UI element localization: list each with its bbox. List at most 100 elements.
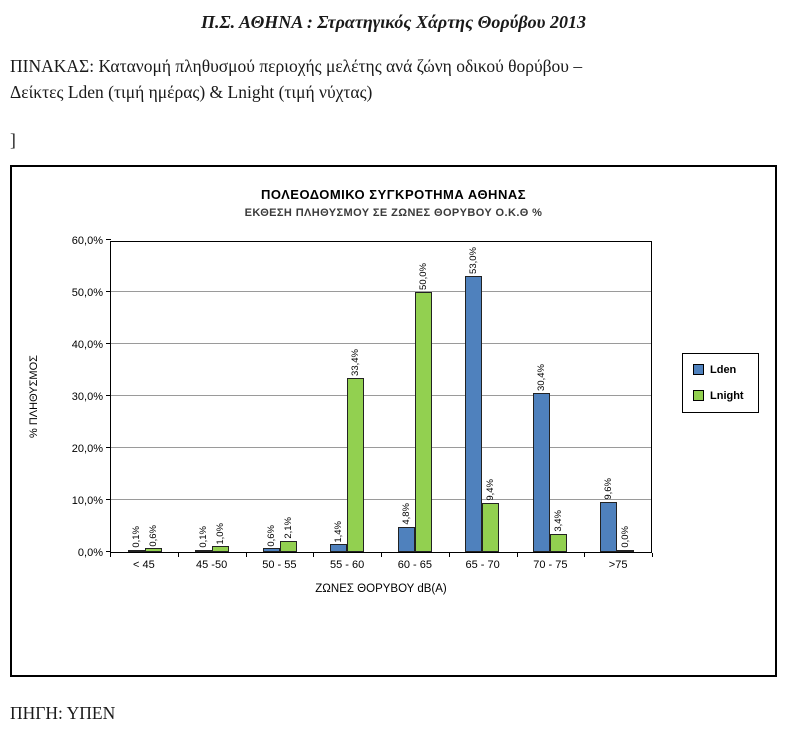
legend-item-lnight: Lnight bbox=[693, 390, 744, 402]
x-tick-label: 65 - 70 bbox=[465, 558, 500, 571]
bar-wrap: 33,4% bbox=[347, 242, 365, 552]
y-tick-label: 30,0% bbox=[71, 390, 103, 403]
bar-wrap: 1,4% bbox=[330, 242, 348, 552]
bar-lnight-7 bbox=[617, 549, 635, 552]
bar-group-3: 1,4% 33,4% bbox=[314, 242, 382, 552]
bar-lnight-1 bbox=[212, 546, 230, 552]
bar-wrap: 50,0% bbox=[414, 242, 432, 552]
legend-column: Lden Lnight bbox=[682, 241, 759, 595]
bar-value-label: 3,4% bbox=[552, 510, 564, 532]
paragraph-line-1: ΠΙΝΑΚΑΣ: Κατανομή πληθυσμού περιοχής μελ… bbox=[10, 56, 583, 76]
x-tick-mark bbox=[516, 552, 518, 557]
y-tick-label: 0,0% bbox=[77, 546, 103, 559]
x-tick-label: < 45 bbox=[133, 558, 155, 571]
bar-wrap: 3,4% bbox=[549, 242, 567, 552]
y-tick-mark bbox=[106, 498, 111, 500]
bar-value-label: 9,4% bbox=[485, 478, 496, 501]
bar-wrap: 0,0% bbox=[617, 242, 635, 552]
bar-lden-7 bbox=[600, 501, 618, 552]
bar-group-0: 0,1% 0,6% bbox=[111, 242, 179, 552]
bar-lnight-3 bbox=[347, 377, 365, 552]
bar-lnight-5 bbox=[482, 502, 500, 552]
bar-wrap: 2,1% bbox=[279, 242, 297, 552]
bar-wrap: 30,4% bbox=[532, 242, 550, 552]
bar-wrap: 9,4% bbox=[482, 242, 500, 552]
x-tick-mark bbox=[652, 552, 653, 557]
bar-value-label: 53,0% bbox=[468, 246, 479, 274]
bar-value-label: 1,4% bbox=[333, 520, 344, 543]
y-tick-label: 40,0% bbox=[71, 338, 103, 351]
bar-value-label: 2,1% bbox=[282, 516, 294, 539]
chart-subtitle: ΕΚΘΕΣΗ ΠΛΗΘΥΣΜΟΥ ΣΕ ΖΩΝΕΣ ΘΟΡΥΒΟΥ Ο.Κ.Θ … bbox=[244, 206, 543, 219]
bar-value-label: 50,0% bbox=[417, 262, 429, 290]
x-axis-ticks: < 45 45 -50 50 - 55 55 - 60 60 - 65 65 - 70 70… bbox=[110, 552, 653, 575]
x-tick-mark bbox=[245, 552, 247, 557]
x-tick-label: 50 - 55 bbox=[262, 558, 297, 571]
bar-group-2: 0,6% 2,1% bbox=[246, 242, 314, 552]
bar-group-5: 53,0% 9,4% bbox=[449, 242, 517, 552]
paragraph-line-2: Δείκτες Lden (τιμή ημέρας) & Lnight (τιμ… bbox=[10, 82, 373, 103]
bar-lnight-2 bbox=[279, 540, 297, 552]
bar-value-label: 0,1% bbox=[198, 525, 209, 548]
bar-lnight-0 bbox=[144, 548, 162, 552]
bar-group-6: 30,4% 3,4% bbox=[516, 242, 584, 552]
y-axis-title: % ΠΛΗΘΥΣΜΟΣ bbox=[28, 355, 40, 438]
x-tick-label: 55 - 60 bbox=[330, 558, 365, 571]
bar-value-label: 0,6% bbox=[265, 524, 277, 547]
bar-group-7: 9,6% 0,0% bbox=[584, 242, 652, 552]
bar-group-4: 4,8% 50,0% bbox=[381, 242, 449, 552]
y-tick-label: 10,0% bbox=[71, 494, 103, 507]
bar-group-1: 0,1% 1,0% bbox=[179, 242, 247, 552]
bar-value-label: 0,6% bbox=[147, 524, 159, 547]
bar-lden-1 bbox=[195, 549, 213, 552]
x-tick-mark bbox=[381, 552, 382, 557]
gridline bbox=[111, 498, 651, 500]
gridline bbox=[111, 290, 651, 292]
bar-lden-6 bbox=[532, 393, 550, 552]
bar-lnight-4 bbox=[414, 291, 432, 552]
bar-value-label: 0,0% bbox=[620, 525, 631, 548]
legend-label-lnight: Lnight bbox=[710, 389, 744, 402]
bar-wrap: 0,1% bbox=[195, 242, 213, 552]
legend-swatch-lden bbox=[693, 364, 704, 375]
x-tick-label: 45 -50 bbox=[196, 558, 228, 571]
legend-swatch-lnight bbox=[693, 390, 704, 401]
plot-area: 0,1% 0,6% 0,1% 1,0% 0,6% 2,1% 1,4% 33,4% 4,8% 50,… bbox=[106, 238, 652, 553]
y-tick-mark bbox=[106, 238, 111, 240]
bar-lden-0 bbox=[127, 549, 145, 552]
x-tick-mark bbox=[313, 552, 315, 557]
bar-wrap: 9,6% bbox=[600, 242, 618, 552]
x-tick-mark bbox=[110, 552, 111, 557]
bar-wrap: 0,1% bbox=[127, 242, 145, 552]
gridline bbox=[111, 446, 651, 448]
x-axis-title: ΖΩΝΕΣ ΘΟΡΥΒΟΥ dB(A) bbox=[315, 582, 447, 595]
y-tick-label: 60,0% bbox=[71, 234, 103, 247]
bar-lnight-6 bbox=[549, 533, 567, 552]
bar-value-label: 1,0% bbox=[215, 522, 226, 545]
bar-lden-4 bbox=[397, 526, 415, 552]
y-tick-mark bbox=[106, 290, 111, 292]
bar-lden-2 bbox=[262, 548, 280, 552]
bar-value-label: 30,4% bbox=[535, 364, 547, 392]
y-tick-mark bbox=[106, 342, 111, 344]
x-tick-label: >75 bbox=[608, 558, 628, 571]
bar-wrap: 53,0% bbox=[465, 242, 483, 552]
x-tick-label: 70 - 75 bbox=[533, 558, 568, 571]
x-tick-mark bbox=[584, 552, 586, 557]
page-title: Π.Σ. ΑΘΗΝΑ : Στρατηγικός Χάρτης Θορύβου … bbox=[201, 12, 586, 32]
bar-wrap: 0,6% bbox=[144, 242, 162, 552]
gridline bbox=[111, 394, 651, 396]
y-tick-label: 20,0% bbox=[71, 442, 103, 455]
bar-value-label: 33,4% bbox=[350, 348, 361, 376]
bar-value-label: 4,8% bbox=[400, 502, 412, 525]
y-tick-mark bbox=[106, 446, 111, 448]
legend-item-lden: Lden bbox=[693, 364, 744, 376]
x-tick-label: 60 - 65 bbox=[397, 558, 432, 571]
paragraph: ΠΙΝΑΚΑΣ: Κατανομή πληθυσμού περιοχής μελ… bbox=[10, 53, 777, 106]
legend: Lden Lnight bbox=[682, 352, 759, 413]
bar-wrap: 0,6% bbox=[262, 242, 280, 552]
gridline bbox=[111, 342, 651, 344]
chart-area: % ΠΛΗΘΥΣΜΟΣ 0,0% 10,0% 20,0% 30,0% 40,0% 50,0… bbox=[12, 235, 775, 595]
plot-column: 0,1% 0,6% 0,1% 1,0% 0,6% 2,1% 1,4% 33,4% 4,8% 50,… bbox=[106, 238, 653, 595]
